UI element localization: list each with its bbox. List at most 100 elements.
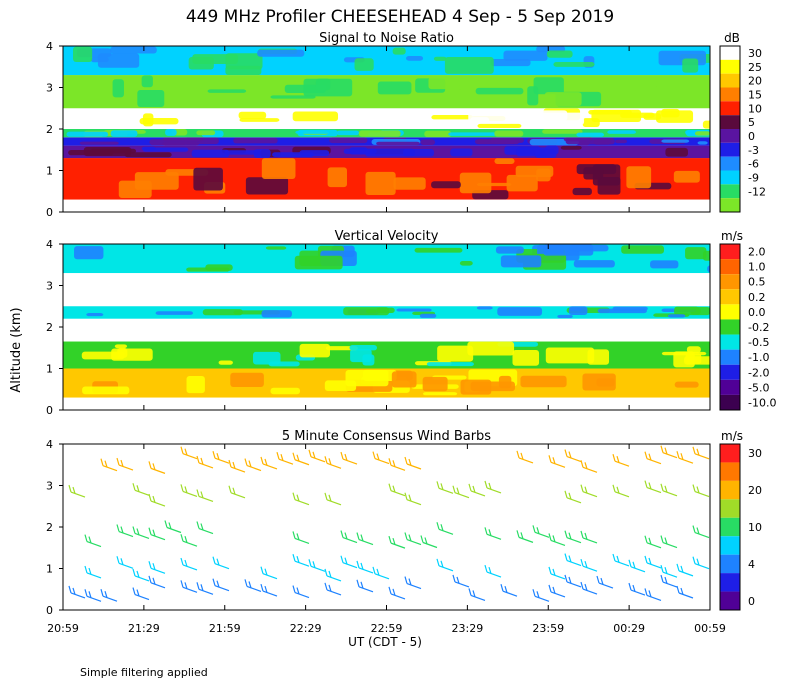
barb-shaft: [662, 452, 678, 459]
texture-patch: [544, 92, 582, 107]
barb-flag: [644, 588, 648, 596]
barb-shaft: [262, 590, 278, 597]
barb-flag: [376, 568, 380, 576]
barb-shaft: [214, 585, 230, 592]
colorbar-label: 4: [748, 558, 755, 571]
y-tick-label: 0: [46, 206, 53, 219]
colorbar-label: -3: [748, 144, 759, 157]
colorbar-label: 0: [748, 130, 755, 143]
texture-patch: [345, 369, 389, 387]
wind-barb: [660, 565, 678, 578]
barb-flag: [296, 556, 300, 563]
barb-flag: [152, 563, 156, 570]
wind-barb: [644, 588, 662, 601]
barb-shaft: [646, 487, 662, 494]
wind-barb: [132, 587, 150, 601]
barb-shaft: [310, 565, 326, 572]
barb-flag: [436, 558, 440, 567]
colorbar-swatch: [720, 244, 740, 260]
barb-flag: [264, 585, 268, 593]
wind-barb: [692, 484, 710, 498]
wind-barb: [612, 484, 630, 498]
barb-flag: [152, 463, 156, 471]
wind-barb: [148, 575, 166, 589]
wind-barb: [196, 455, 214, 469]
barb-flag: [664, 447, 668, 455]
barb-flag: [360, 534, 364, 542]
barb-shaft: [86, 572, 102, 579]
barb-shaft: [390, 593, 406, 600]
barb-flag: [180, 484, 184, 492]
barb-shaft: [486, 571, 502, 578]
barb-flag: [132, 526, 136, 534]
texture-patch: [665, 147, 688, 157]
barb-flag: [660, 565, 664, 573]
barb-flag: [388, 483, 392, 491]
colorbar-swatch: [720, 101, 740, 116]
barb-shaft: [294, 459, 310, 466]
barb-flag: [644, 555, 648, 564]
barb-flag: [120, 558, 124, 565]
wind-barb: [436, 522, 454, 535]
barb-flag: [648, 557, 652, 565]
barb-shaft: [438, 528, 454, 535]
barb-flag: [200, 457, 204, 465]
colorbar-swatch: [720, 364, 740, 380]
barb-shaft: [454, 581, 470, 588]
panel-2: Vertical Velocity 0 1 2 3 4 m/s 2.0 1.0 0.5 0.2 0.0…: [46, 229, 776, 417]
texture-patch: [392, 47, 406, 55]
wind-barb: [324, 456, 342, 469]
texture-patch: [81, 351, 125, 360]
texture-patch: [252, 351, 281, 365]
texture-patch: [477, 123, 522, 128]
barb-shaft: [246, 465, 262, 472]
barb-flag: [552, 568, 556, 576]
texture-patch: [490, 137, 524, 143]
texture-patch: [697, 141, 708, 145]
x-tick-label: 23:29: [452, 622, 484, 635]
wind-barb: [548, 566, 566, 580]
barb-flag: [340, 530, 344, 538]
barb-flag: [296, 494, 300, 502]
texture-patch: [362, 354, 375, 366]
barb-shaft: [582, 466, 598, 473]
wind-barb: [196, 489, 214, 503]
barb-flag: [568, 576, 572, 584]
barb-flag: [292, 452, 296, 460]
barb-shaft: [486, 533, 502, 540]
barb-flag: [216, 580, 220, 588]
wind-barb: [324, 492, 342, 506]
y-tick-label: 2: [46, 321, 53, 334]
barb-flag: [340, 451, 344, 460]
wind-barb: [628, 559, 646, 573]
colorbar-swatch: [720, 462, 740, 481]
panel-title: Signal to Noise Ratio: [319, 31, 454, 46]
colorbar-swatch: [720, 591, 740, 610]
barb-flag: [580, 460, 584, 468]
wind-barb: [228, 485, 246, 499]
barb-flag: [312, 451, 316, 459]
barb-shaft: [70, 491, 86, 498]
barb-shaft: [694, 490, 710, 498]
barb-flag: [88, 567, 92, 575]
barb-flag: [676, 451, 680, 459]
barb-flag: [692, 484, 696, 492]
barb-flag: [516, 450, 520, 459]
texture-patch: [459, 172, 492, 194]
wind-barb: [180, 484, 198, 497]
footnote: Simple filtering applied: [80, 666, 208, 679]
texture-patch: [534, 149, 557, 158]
barb-flag: [532, 525, 536, 533]
wind-barb: [580, 530, 598, 544]
barb-shaft: [198, 495, 214, 503]
barb-flag: [616, 555, 620, 563]
barb-flag: [532, 589, 536, 597]
barb-flag: [580, 581, 584, 590]
texture-patch: [596, 378, 615, 387]
y-tick-label: 3: [46, 82, 53, 95]
barb-flag: [312, 561, 316, 568]
barb-shaft: [86, 541, 102, 548]
texture-patch: [515, 165, 554, 178]
y-tick-label: 4: [46, 40, 53, 53]
texture-patch: [110, 46, 157, 54]
